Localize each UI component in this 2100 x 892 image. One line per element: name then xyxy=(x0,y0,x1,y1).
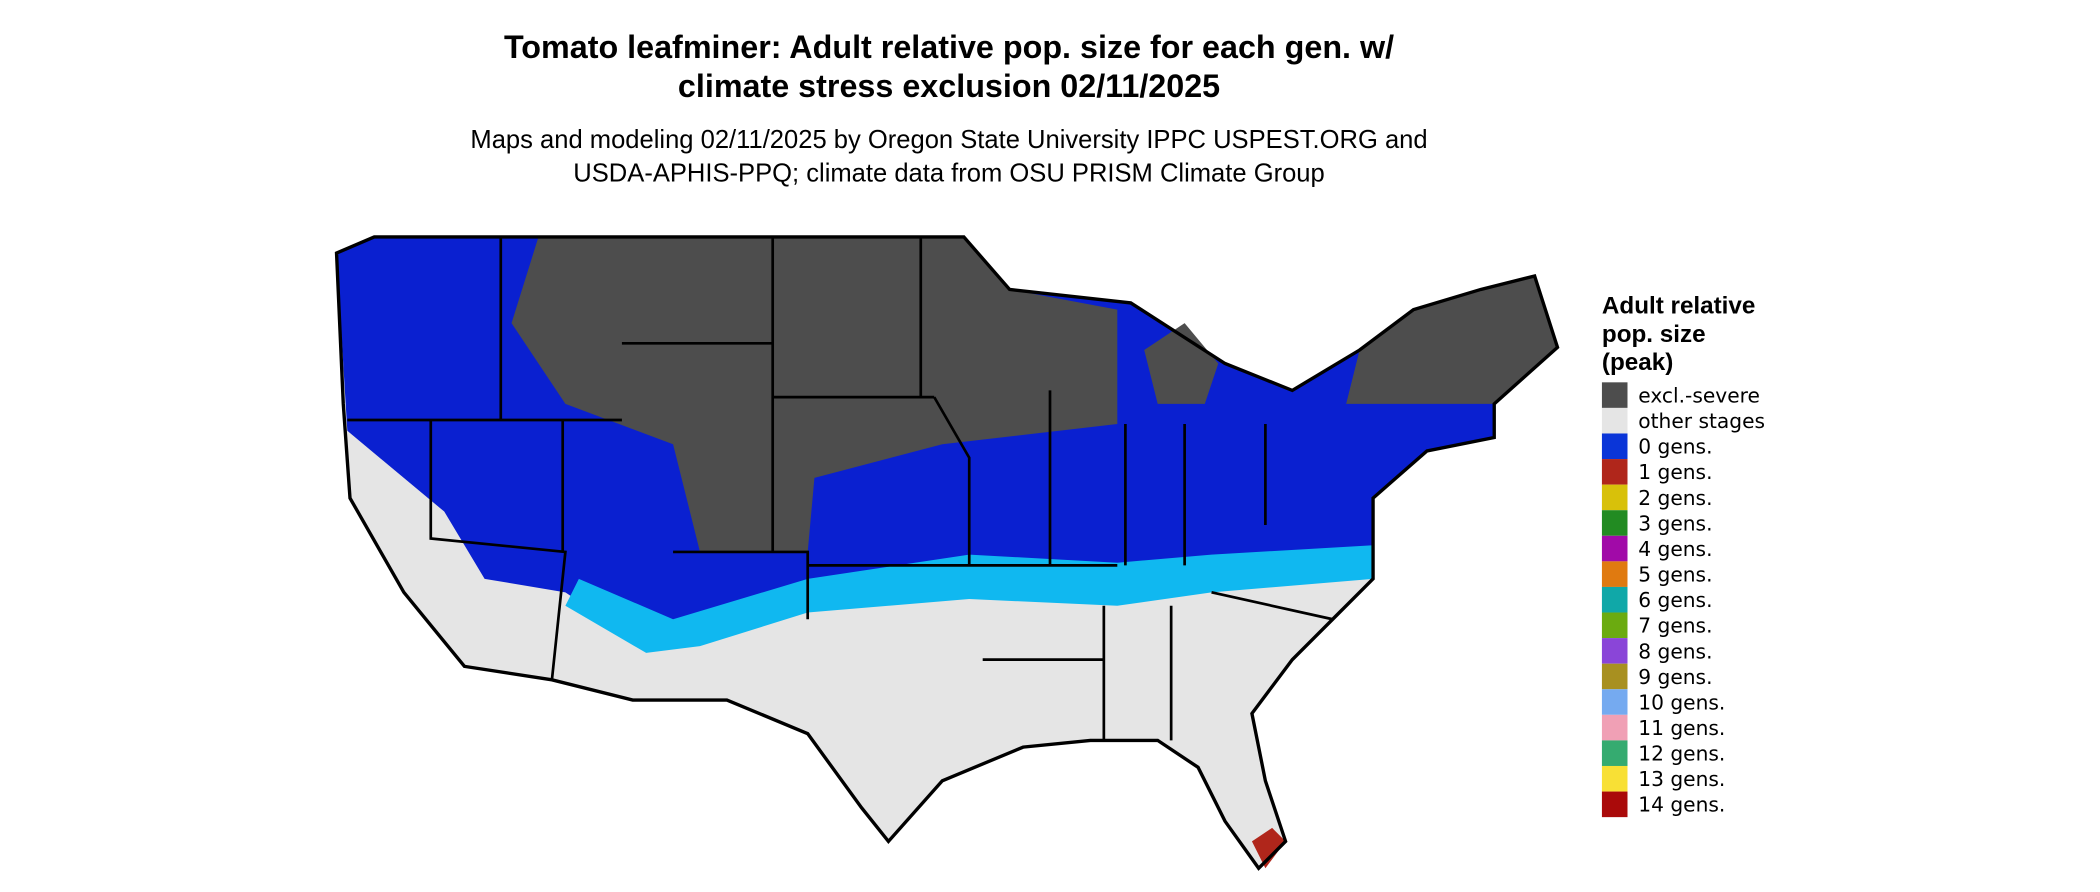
legend-swatch xyxy=(1601,433,1628,460)
legend-label: 12 gens. xyxy=(1638,742,1725,766)
legend-label: 11 gens. xyxy=(1638,716,1725,740)
legend-swatch xyxy=(1601,663,1628,690)
legend-swatch xyxy=(1601,612,1628,639)
legend-swatch xyxy=(1601,765,1628,792)
legend-label: 7 gens. xyxy=(1638,614,1712,638)
legend-title: pop. size xyxy=(1602,321,1706,348)
title-line: climate stress exclusion 02/11/2025 xyxy=(678,68,1220,104)
state-borders xyxy=(347,236,1333,741)
legend-label: 14 gens. xyxy=(1638,793,1725,817)
legend-label: 1 gens. xyxy=(1638,460,1712,484)
excluded-north xyxy=(511,236,1118,552)
excluded-northeast xyxy=(1346,275,1558,404)
map xyxy=(334,235,1560,871)
legend-swatch xyxy=(1601,510,1628,536)
titles: Tomato leafminer: Adult relative pop. si… xyxy=(470,29,1427,188)
legend-swatch xyxy=(1601,714,1628,741)
title-line: Tomato leafminer: Adult relative pop. si… xyxy=(504,29,1394,65)
legend-title: Adult relative xyxy=(1602,293,1755,320)
legend-label: 13 gens. xyxy=(1638,767,1725,791)
legend-swatch xyxy=(1601,535,1628,562)
legend-swatch xyxy=(1601,586,1628,613)
legend-swatch xyxy=(1601,459,1628,485)
legend-label: 5 gens. xyxy=(1638,563,1712,587)
legend-label: excl.-severe xyxy=(1638,384,1760,408)
legend-swatch xyxy=(1601,638,1628,664)
legend-label: 6 gens. xyxy=(1638,588,1712,612)
excluded-michigan xyxy=(1144,323,1219,404)
legend-label: 2 gens. xyxy=(1638,486,1712,510)
legend-label: 3 gens. xyxy=(1638,511,1712,535)
florida-tip xyxy=(1251,827,1286,869)
legend-label: 0 gens. xyxy=(1638,435,1712,459)
legend-label: 4 gens. xyxy=(1638,537,1712,561)
legend-swatch xyxy=(1601,407,1628,434)
legend-label: 8 gens. xyxy=(1638,639,1712,663)
subtitle-line: USDA-APHIS-PPQ; climate data from OSU PR… xyxy=(573,160,1324,188)
legend-swatch xyxy=(1601,791,1628,818)
legend-swatch xyxy=(1601,740,1628,766)
legend-swatch xyxy=(1601,689,1628,715)
legend-swatch xyxy=(1601,561,1628,587)
subtitle-line: Maps and modeling 02/11/2025 by Oregon S… xyxy=(470,126,1427,154)
legend-label: 10 gens. xyxy=(1638,690,1725,714)
legend-label: other stages xyxy=(1638,409,1765,433)
legend-label: 9 gens. xyxy=(1638,665,1712,689)
us-outline xyxy=(334,235,1560,871)
legend-swatch xyxy=(1601,484,1628,511)
legend-swatch xyxy=(1601,382,1628,408)
legend-title: (peak) xyxy=(1602,349,1673,376)
